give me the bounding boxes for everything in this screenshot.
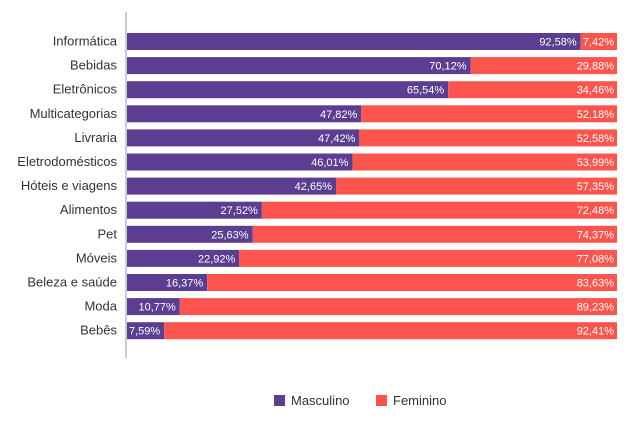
data-label-feminino: 89,23% [577,302,615,314]
bar-masculino [127,177,336,195]
bar-feminino [361,105,617,123]
data-label-masculino: 10,77% [138,302,176,314]
bar-feminino [179,298,617,316]
data-label-masculino: 47,42% [318,133,356,145]
data-label-masculino: 27,52% [221,205,259,217]
bar-feminino [239,249,617,267]
bar-feminino [470,57,617,75]
data-label-masculino: 65,54% [407,85,445,97]
bar-masculino [127,153,353,171]
data-label-masculino: 47,82% [320,109,358,121]
data-label-feminino: 52,58% [577,133,615,145]
bar-feminino [207,274,617,291]
data-label-feminino: 52,18% [577,109,615,121]
data-label-masculino: 25,63% [211,229,249,241]
bar-feminino [261,201,617,219]
bar-feminino [352,153,617,171]
bar-feminino [448,81,617,99]
bar-feminino [164,322,617,340]
data-label-masculino: 22,92% [198,253,236,265]
data-label-masculino: 7,59% [129,326,160,338]
bars-layer: Informática 92,58% 7,42% Bebidas 70,12% 29,88… [17,33,617,340]
data-label-feminino: 34,46% [577,85,615,97]
data-label-feminino: 83,63% [577,278,615,290]
bar-feminino [359,129,617,147]
data-label-feminino: 57,35% [577,181,615,193]
bar-masculino [127,249,240,267]
category-label: Pet [97,226,117,241]
legend-swatch-feminino [376,395,387,406]
data-label-feminino: 92,41% [577,326,615,338]
data-label-feminino: 72,48% [577,205,615,217]
data-label-feminino: 7,42% [583,37,614,49]
bar-masculino [127,129,360,147]
category-label: Multicategorias [30,106,118,121]
legend-label-masculino: Masculino [291,393,350,408]
bar-masculino [127,105,362,123]
category-label: Móveis [76,250,118,265]
category-label: Alimentos [60,202,118,217]
bar-feminino [335,177,617,195]
data-label-feminino: 29,88% [577,61,615,73]
legend: Masculino Feminino [274,393,446,408]
data-label-feminino: 77,08% [577,253,615,265]
data-label-masculino: 46,01% [311,157,349,169]
bar-feminino [580,33,617,50]
bar-masculino [127,274,208,291]
bar-masculino [127,225,253,243]
category-label: Eletrônicos [53,82,118,97]
data-label-masculino: 16,37% [166,278,204,290]
data-label-feminino: 53,99% [577,157,615,169]
bar-masculino [127,322,165,340]
bar-masculino [127,57,471,75]
data-label-masculino: 92,58% [539,37,577,49]
bar-feminino [252,225,617,243]
category-label: Moda [84,299,117,314]
category-label: Beleza e saúde [27,275,117,290]
data-label-feminino: 74,37% [577,229,615,241]
bar-masculino [127,298,180,316]
category-label: Bebês [80,323,117,338]
category-label: Informática [53,34,118,49]
category-label: Hóteis e viagens [21,178,118,193]
category-label: Bebidas [70,58,117,73]
category-label: Livraria [74,130,117,145]
legend-swatch-masculino [274,395,285,406]
category-label: Eletrodomésticos [17,154,117,169]
data-label-masculino: 70,12% [429,61,467,73]
data-label-masculino: 42,65% [295,181,333,193]
bar-masculino [127,33,581,50]
bar-masculino [127,201,262,219]
legend-label-feminino: Feminino [393,393,446,408]
bar-masculino [127,81,449,99]
